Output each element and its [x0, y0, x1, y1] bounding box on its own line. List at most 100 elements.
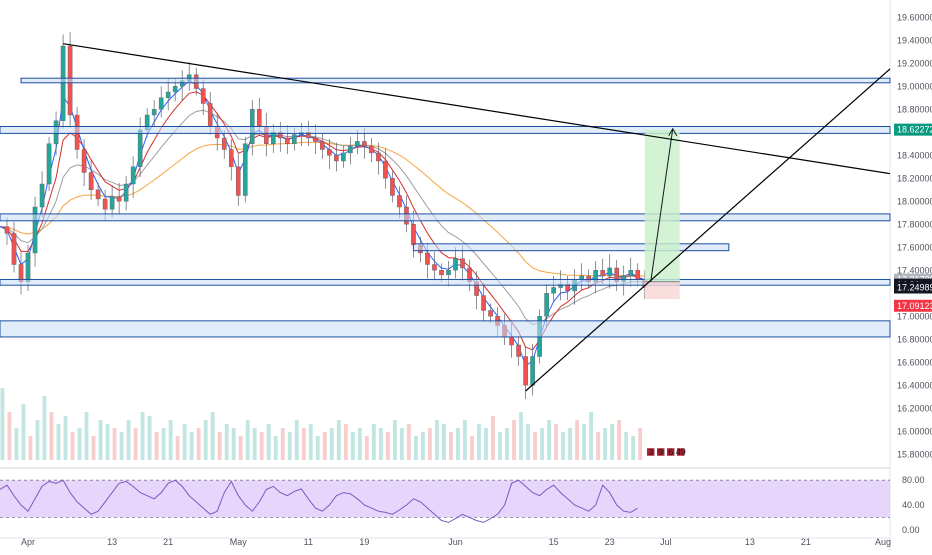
volume-bar: [301, 428, 306, 460]
candle-body: [165, 91, 171, 98]
candle-body: [235, 166, 241, 196]
long-position-target-zone[interactable]: [644, 129, 680, 282]
trendline-1[interactable]: [62, 43, 891, 175]
candle-body: [172, 86, 178, 93]
price-axis-tick: 18.00000: [897, 196, 932, 206]
price-axis-tick: 16.60000: [897, 357, 932, 367]
candle-body: [46, 143, 52, 185]
volume-bar: [91, 436, 96, 460]
candle-body: [151, 109, 157, 116]
volume-bar: [259, 432, 264, 460]
candle-body: [348, 145, 353, 154]
volume-bar: [77, 428, 82, 460]
volume-bar: [203, 420, 208, 460]
us-flag-icon[interactable]: [656, 447, 665, 457]
price-axis-tick: 17.80000: [897, 219, 932, 229]
projection-arrow-line: [650, 128, 674, 282]
price-axis-tick: 19.20000: [897, 58, 932, 68]
volume-bar: [364, 436, 369, 460]
candle-body: [88, 172, 94, 190]
candle-body: [221, 137, 227, 150]
candle-body: [4, 226, 10, 234]
candle-body: [390, 178, 395, 196]
candle-body: [453, 258, 458, 271]
sr-zone-2[interactable]: [0, 126, 891, 134]
candle-body: [32, 206, 38, 254]
sr-zone-3[interactable]: [0, 213, 891, 222]
rsi-band: [0, 480, 890, 518]
volume-bar: [56, 424, 61, 460]
candle-body: [228, 149, 234, 167]
volume-bar: [119, 432, 124, 460]
candle-body: [362, 141, 367, 147]
volume-bar: [617, 420, 622, 460]
candle-body: [355, 141, 360, 147]
volume-bar: [392, 420, 397, 460]
candle-body: [600, 270, 605, 277]
candle-body: [509, 336, 514, 346]
volume-bar: [638, 428, 643, 460]
candle-body: [95, 189, 101, 200]
candle-body: [256, 109, 262, 127]
candle-body: [488, 310, 493, 317]
volume-bar: [35, 420, 40, 460]
price-axis-tick: 19.60000: [897, 12, 932, 22]
volume-bar: [315, 436, 320, 460]
price-axis-tick: 17.40000: [897, 265, 932, 275]
candle-body: [320, 141, 325, 150]
volume-bar: [217, 432, 222, 460]
price-axis-tick: 18.20000: [897, 173, 932, 183]
volume-bar: [449, 432, 453, 460]
volume-bar: [161, 428, 166, 460]
sr-zone-1[interactable]: [20, 77, 891, 84]
candle-body: [530, 356, 535, 386]
long-position-stop-zone[interactable]: [644, 281, 680, 299]
candle-body: [446, 270, 451, 276]
time-axis-tick: Jul: [660, 537, 672, 547]
trendline-2[interactable]: [525, 68, 891, 392]
volume-bar: [294, 420, 299, 460]
price-axis-tick: 16.40000: [897, 380, 932, 390]
price-axis-tick: 18.40000: [897, 150, 932, 160]
time-axis-tick: 13: [745, 537, 755, 547]
volume-bar: [14, 428, 19, 460]
candle-body: [200, 88, 206, 104]
sr-zone-4[interactable]: [412, 243, 730, 252]
price-axis-tick: 16.20000: [897, 403, 932, 413]
time-axis-tick: 21: [163, 537, 173, 547]
volume-bar: [540, 428, 544, 460]
sr-zone-6[interactable]: [0, 320, 891, 338]
candle-body: [11, 233, 17, 265]
us-flag-icon[interactable]: [676, 447, 685, 457]
volume-bar: [112, 428, 117, 460]
volume-bar: [357, 428, 362, 460]
candle-body: [369, 145, 374, 154]
volume-bar: [624, 432, 629, 460]
candle-body: [383, 160, 388, 179]
candle-body: [460, 258, 465, 269]
volume-bar: [175, 436, 180, 460]
volume-bar: [252, 428, 257, 460]
price-axis-tick: 18.80000: [897, 104, 932, 114]
volume-bar: [582, 424, 587, 460]
candle-body: [551, 287, 556, 294]
candle-body: [81, 149, 87, 173]
candle-body: [628, 270, 634, 277]
candle-body: [432, 264, 437, 271]
time-axis-tick: Apr: [21, 537, 35, 547]
volume-bar: [406, 424, 411, 460]
rsi-line: [0, 479, 638, 523]
us-flag-icon[interactable]: [666, 447, 675, 457]
candle-body: [313, 137, 318, 142]
volume-bar: [49, 412, 54, 460]
volume-bar: [28, 436, 33, 460]
sr-zone-5[interactable]: [0, 278, 891, 286]
us-flag-icon[interactable]: [646, 447, 655, 457]
volume-bar: [484, 428, 488, 460]
price-axis-tick: 19.40000: [897, 35, 932, 45]
volume-bar: [589, 412, 594, 460]
volume-bar: [84, 412, 89, 460]
price-tag-4: 17.24989: [897, 283, 932, 293]
